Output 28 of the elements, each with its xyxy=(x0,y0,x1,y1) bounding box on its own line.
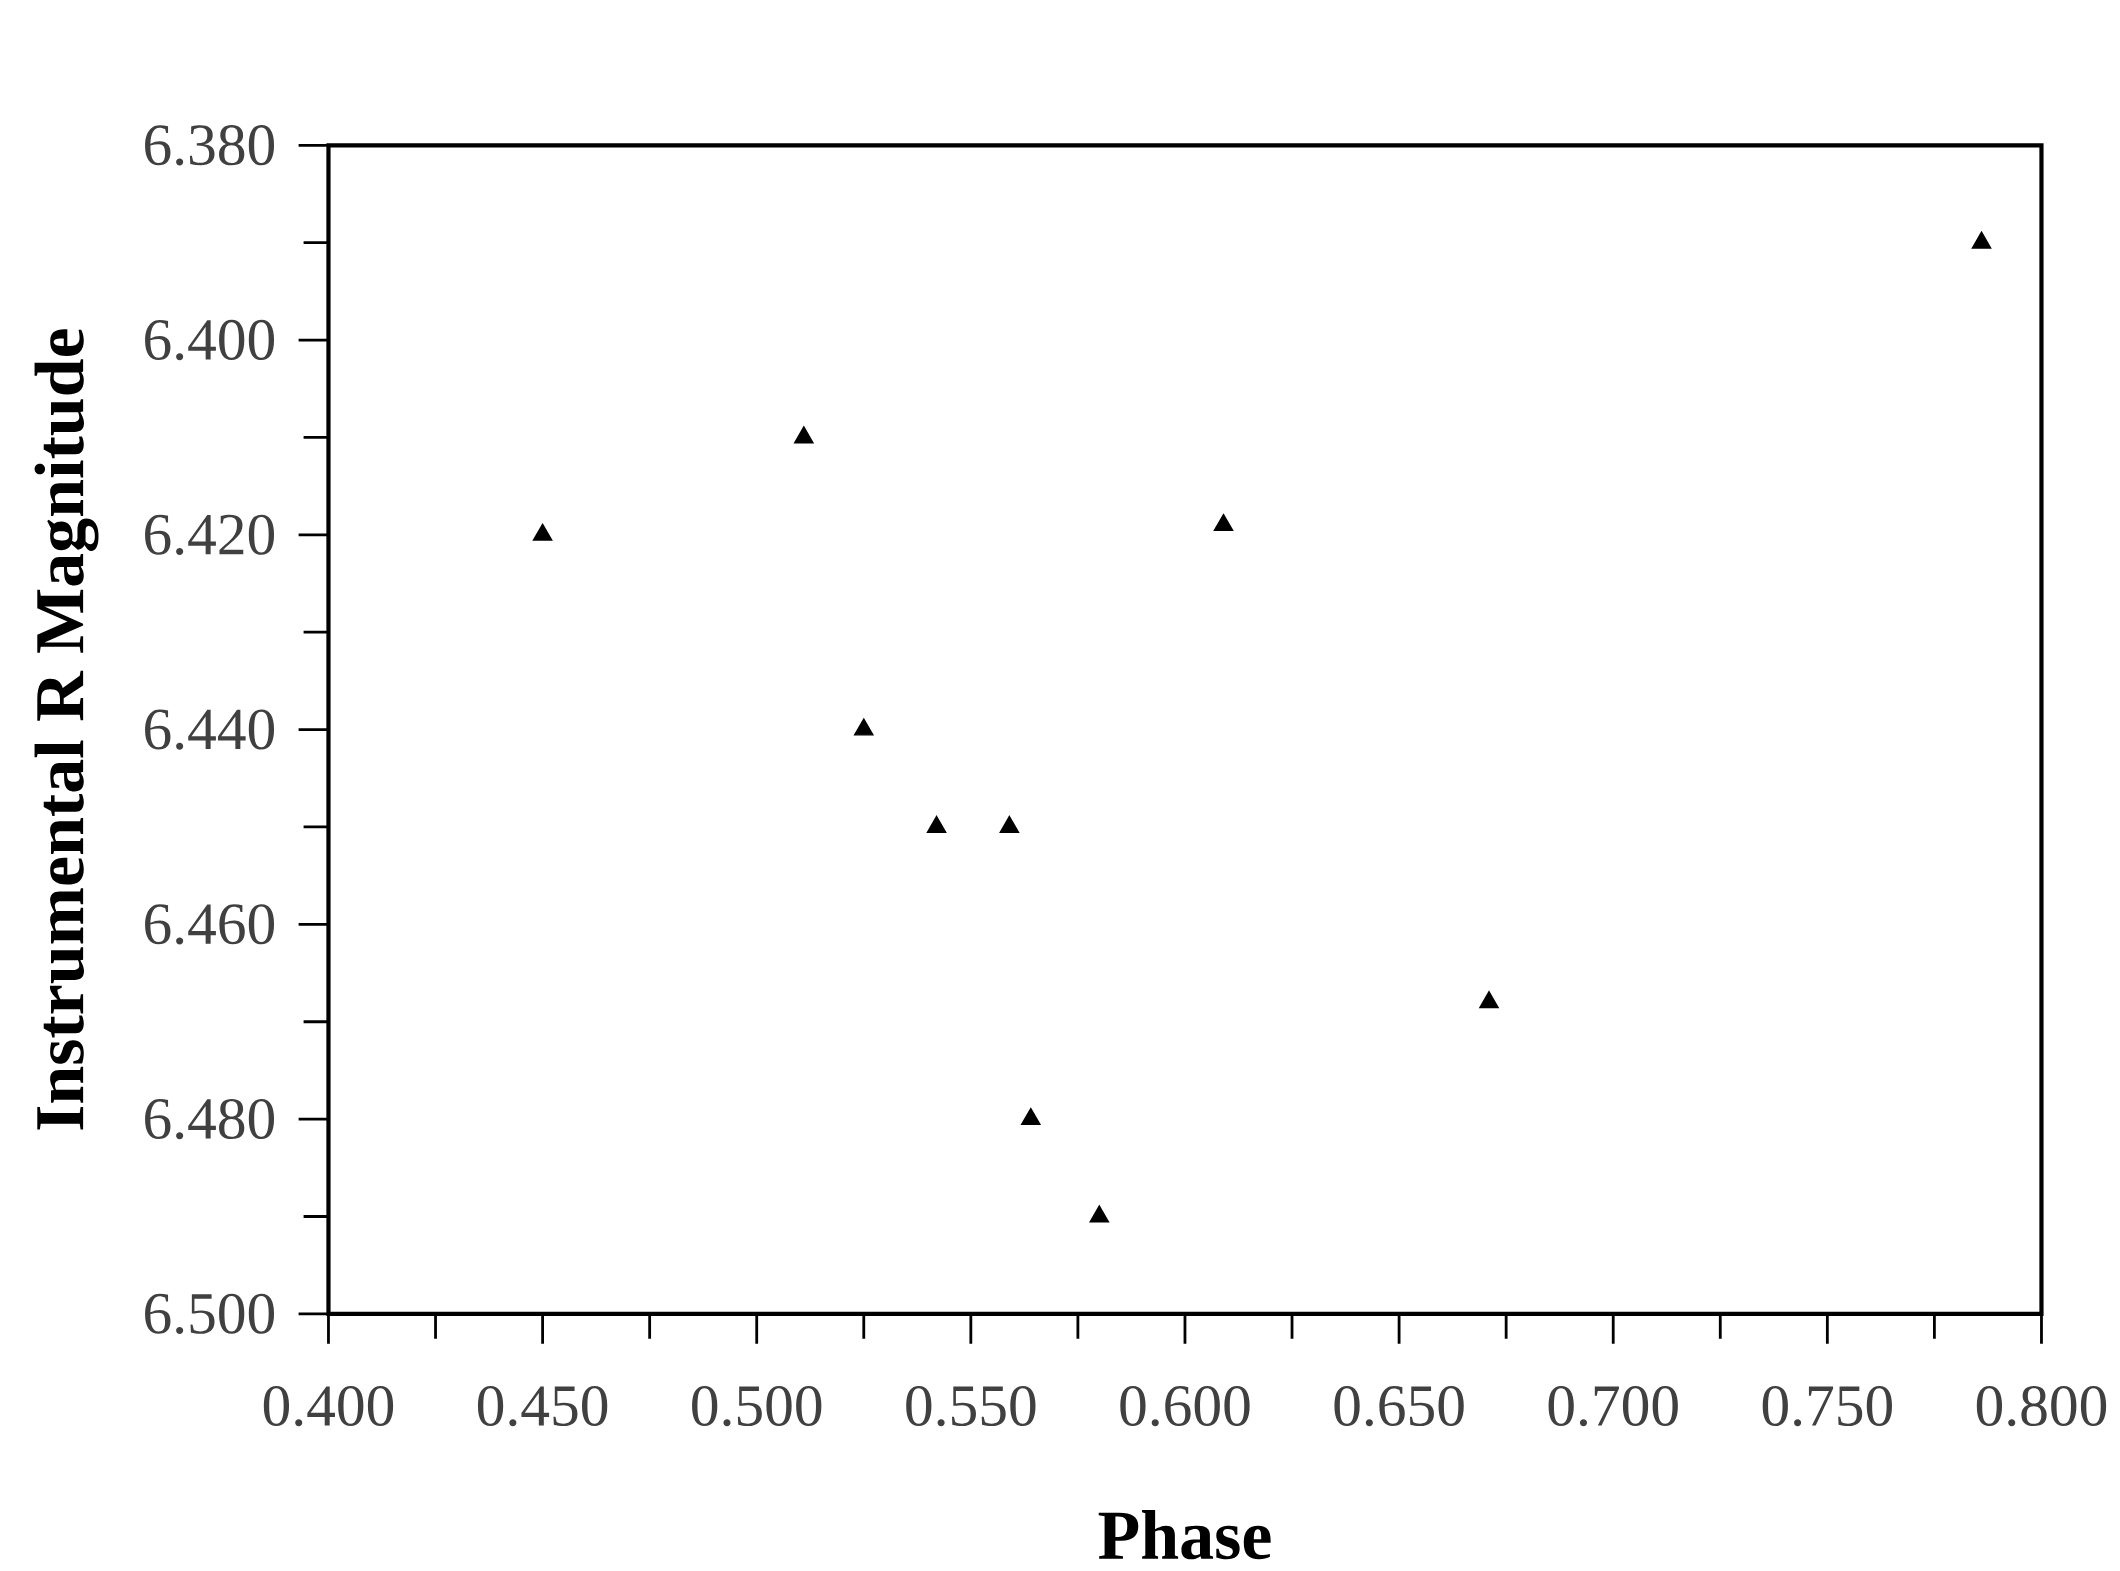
x-tick-label: 0.450 xyxy=(477,1385,608,1427)
x-tick-label: 0.650 xyxy=(1334,1385,1464,1427)
x-tick-label: 0.800 xyxy=(1976,1385,2107,1427)
point xyxy=(1213,513,1234,532)
point xyxy=(1021,1107,1041,1126)
y-tick-label: 6.480 xyxy=(145,1098,275,1140)
y-tick-label: 6.440 xyxy=(145,709,275,750)
y-tick-label: 6.500 xyxy=(145,1293,275,1335)
point xyxy=(853,718,874,736)
y-tick-label: 6.420 xyxy=(145,514,275,556)
x-tick-label: 0.750 xyxy=(1762,1385,1892,1427)
y-tick-label: 6.400 xyxy=(145,319,275,361)
x-tick-label: 0.700 xyxy=(1548,1385,1678,1427)
point xyxy=(1479,991,1499,1009)
y-tick-label: 6.380 xyxy=(145,125,275,166)
x-tick-label: 0.400 xyxy=(263,1385,394,1427)
point xyxy=(1971,231,1992,249)
x-tick-label: 0.500 xyxy=(692,1385,822,1427)
x-axis-title: Phase xyxy=(1098,1510,1271,1560)
point xyxy=(1089,1205,1110,1223)
y-axis-title: Instrumental R Magnitude xyxy=(34,329,99,1130)
point xyxy=(926,815,947,833)
point xyxy=(999,815,1020,833)
point xyxy=(794,426,814,444)
x-tick-label: 0.600 xyxy=(1120,1385,1250,1427)
point xyxy=(532,523,553,541)
y-tick-label: 6.460 xyxy=(145,904,275,945)
x-tick-label: 0.550 xyxy=(906,1385,1036,1427)
